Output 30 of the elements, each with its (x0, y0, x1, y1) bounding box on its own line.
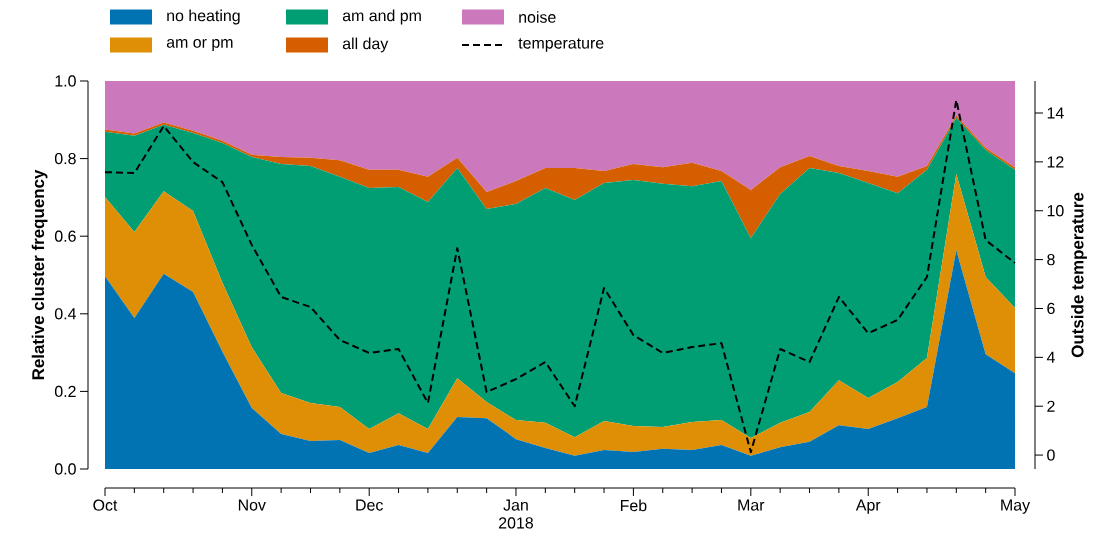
y-tick-label: 0.0 (54, 463, 76, 475)
legend-label: am and pm (342, 9, 421, 25)
y2-tick-label: 10 (1047, 205, 1064, 217)
x-tick-label: Nov (238, 499, 266, 511)
y-tick-label: 0.6 (54, 230, 76, 242)
y-tick-label: 0.4 (54, 308, 77, 320)
y2-axis-title: Outside temperature (1071, 192, 1087, 358)
y2-tick-label: 12 (1047, 156, 1064, 168)
x-tick-label: Dec (356, 499, 383, 511)
x-tick-label: Oct (93, 499, 118, 511)
legend-label: temperature (518, 38, 604, 52)
y-tick-label: 1.0 (55, 75, 76, 87)
legend-label: no heating (167, 9, 240, 25)
y2-tick-label: 8 (1047, 253, 1055, 266)
legend-label: am or pm (166, 39, 233, 51)
x-tick-label: Apr (855, 499, 881, 514)
y2-tick-label: 2 (1047, 400, 1055, 412)
legend-label: all day (342, 37, 389, 53)
y2-tick-label: 6 (1047, 302, 1055, 315)
x-tick-label: May (1001, 499, 1031, 514)
y2-tick-label: 0 (1047, 449, 1055, 461)
y-tick-label: 0.8 (54, 152, 76, 165)
y-tick-label: 0.2 (54, 385, 76, 398)
legend-label: noise (519, 11, 556, 23)
x-tick-label: Mar (738, 499, 765, 511)
y2-tick-label: 4 (1046, 351, 1055, 363)
x-tick-label: Feb (620, 499, 647, 512)
x-tick-label: Jan 2018 (499, 499, 533, 529)
y2-tick-label: 14 (1047, 107, 1064, 119)
y-axis-title: Relative cluster frequency (31, 169, 48, 380)
